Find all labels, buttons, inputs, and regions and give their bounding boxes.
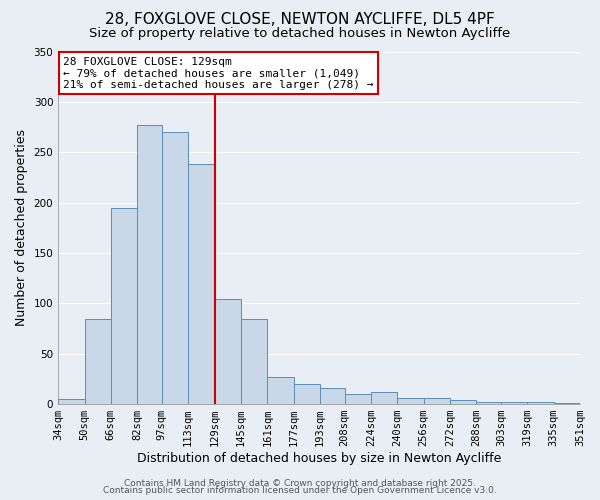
Text: 28, FOXGLOVE CLOSE, NEWTON AYCLIFFE, DL5 4PF: 28, FOXGLOVE CLOSE, NEWTON AYCLIFFE, DL5… [105, 12, 495, 28]
Text: Size of property relative to detached houses in Newton Aycliffe: Size of property relative to detached ho… [89, 28, 511, 40]
Bar [344, 394, 371, 404]
Bar [162, 132, 188, 404]
Bar [111, 208, 137, 404]
Bar [188, 164, 215, 404]
Text: 28 FOXGLOVE CLOSE: 129sqm
← 79% of detached houses are smaller (1,049)
21% of se: 28 FOXGLOVE CLOSE: 129sqm ← 79% of detac… [64, 57, 374, 90]
Bar [424, 398, 450, 404]
Bar [397, 398, 424, 404]
Bar [371, 392, 397, 404]
Bar [501, 402, 527, 404]
Bar [137, 125, 162, 404]
Bar [215, 300, 241, 404]
Bar [85, 320, 111, 404]
Bar [58, 399, 85, 404]
Bar [293, 384, 320, 404]
Bar [241, 320, 267, 404]
Bar [554, 403, 580, 404]
Text: Contains HM Land Registry data © Crown copyright and database right 2025.: Contains HM Land Registry data © Crown c… [124, 478, 476, 488]
Bar [450, 400, 476, 404]
Y-axis label: Number of detached properties: Number of detached properties [15, 130, 28, 326]
Text: Contains public sector information licensed under the Open Government Licence v3: Contains public sector information licen… [103, 486, 497, 495]
Bar [476, 402, 501, 404]
Bar [320, 388, 344, 404]
Bar [527, 402, 554, 404]
Bar [267, 377, 293, 404]
X-axis label: Distribution of detached houses by size in Newton Aycliffe: Distribution of detached houses by size … [137, 452, 501, 465]
